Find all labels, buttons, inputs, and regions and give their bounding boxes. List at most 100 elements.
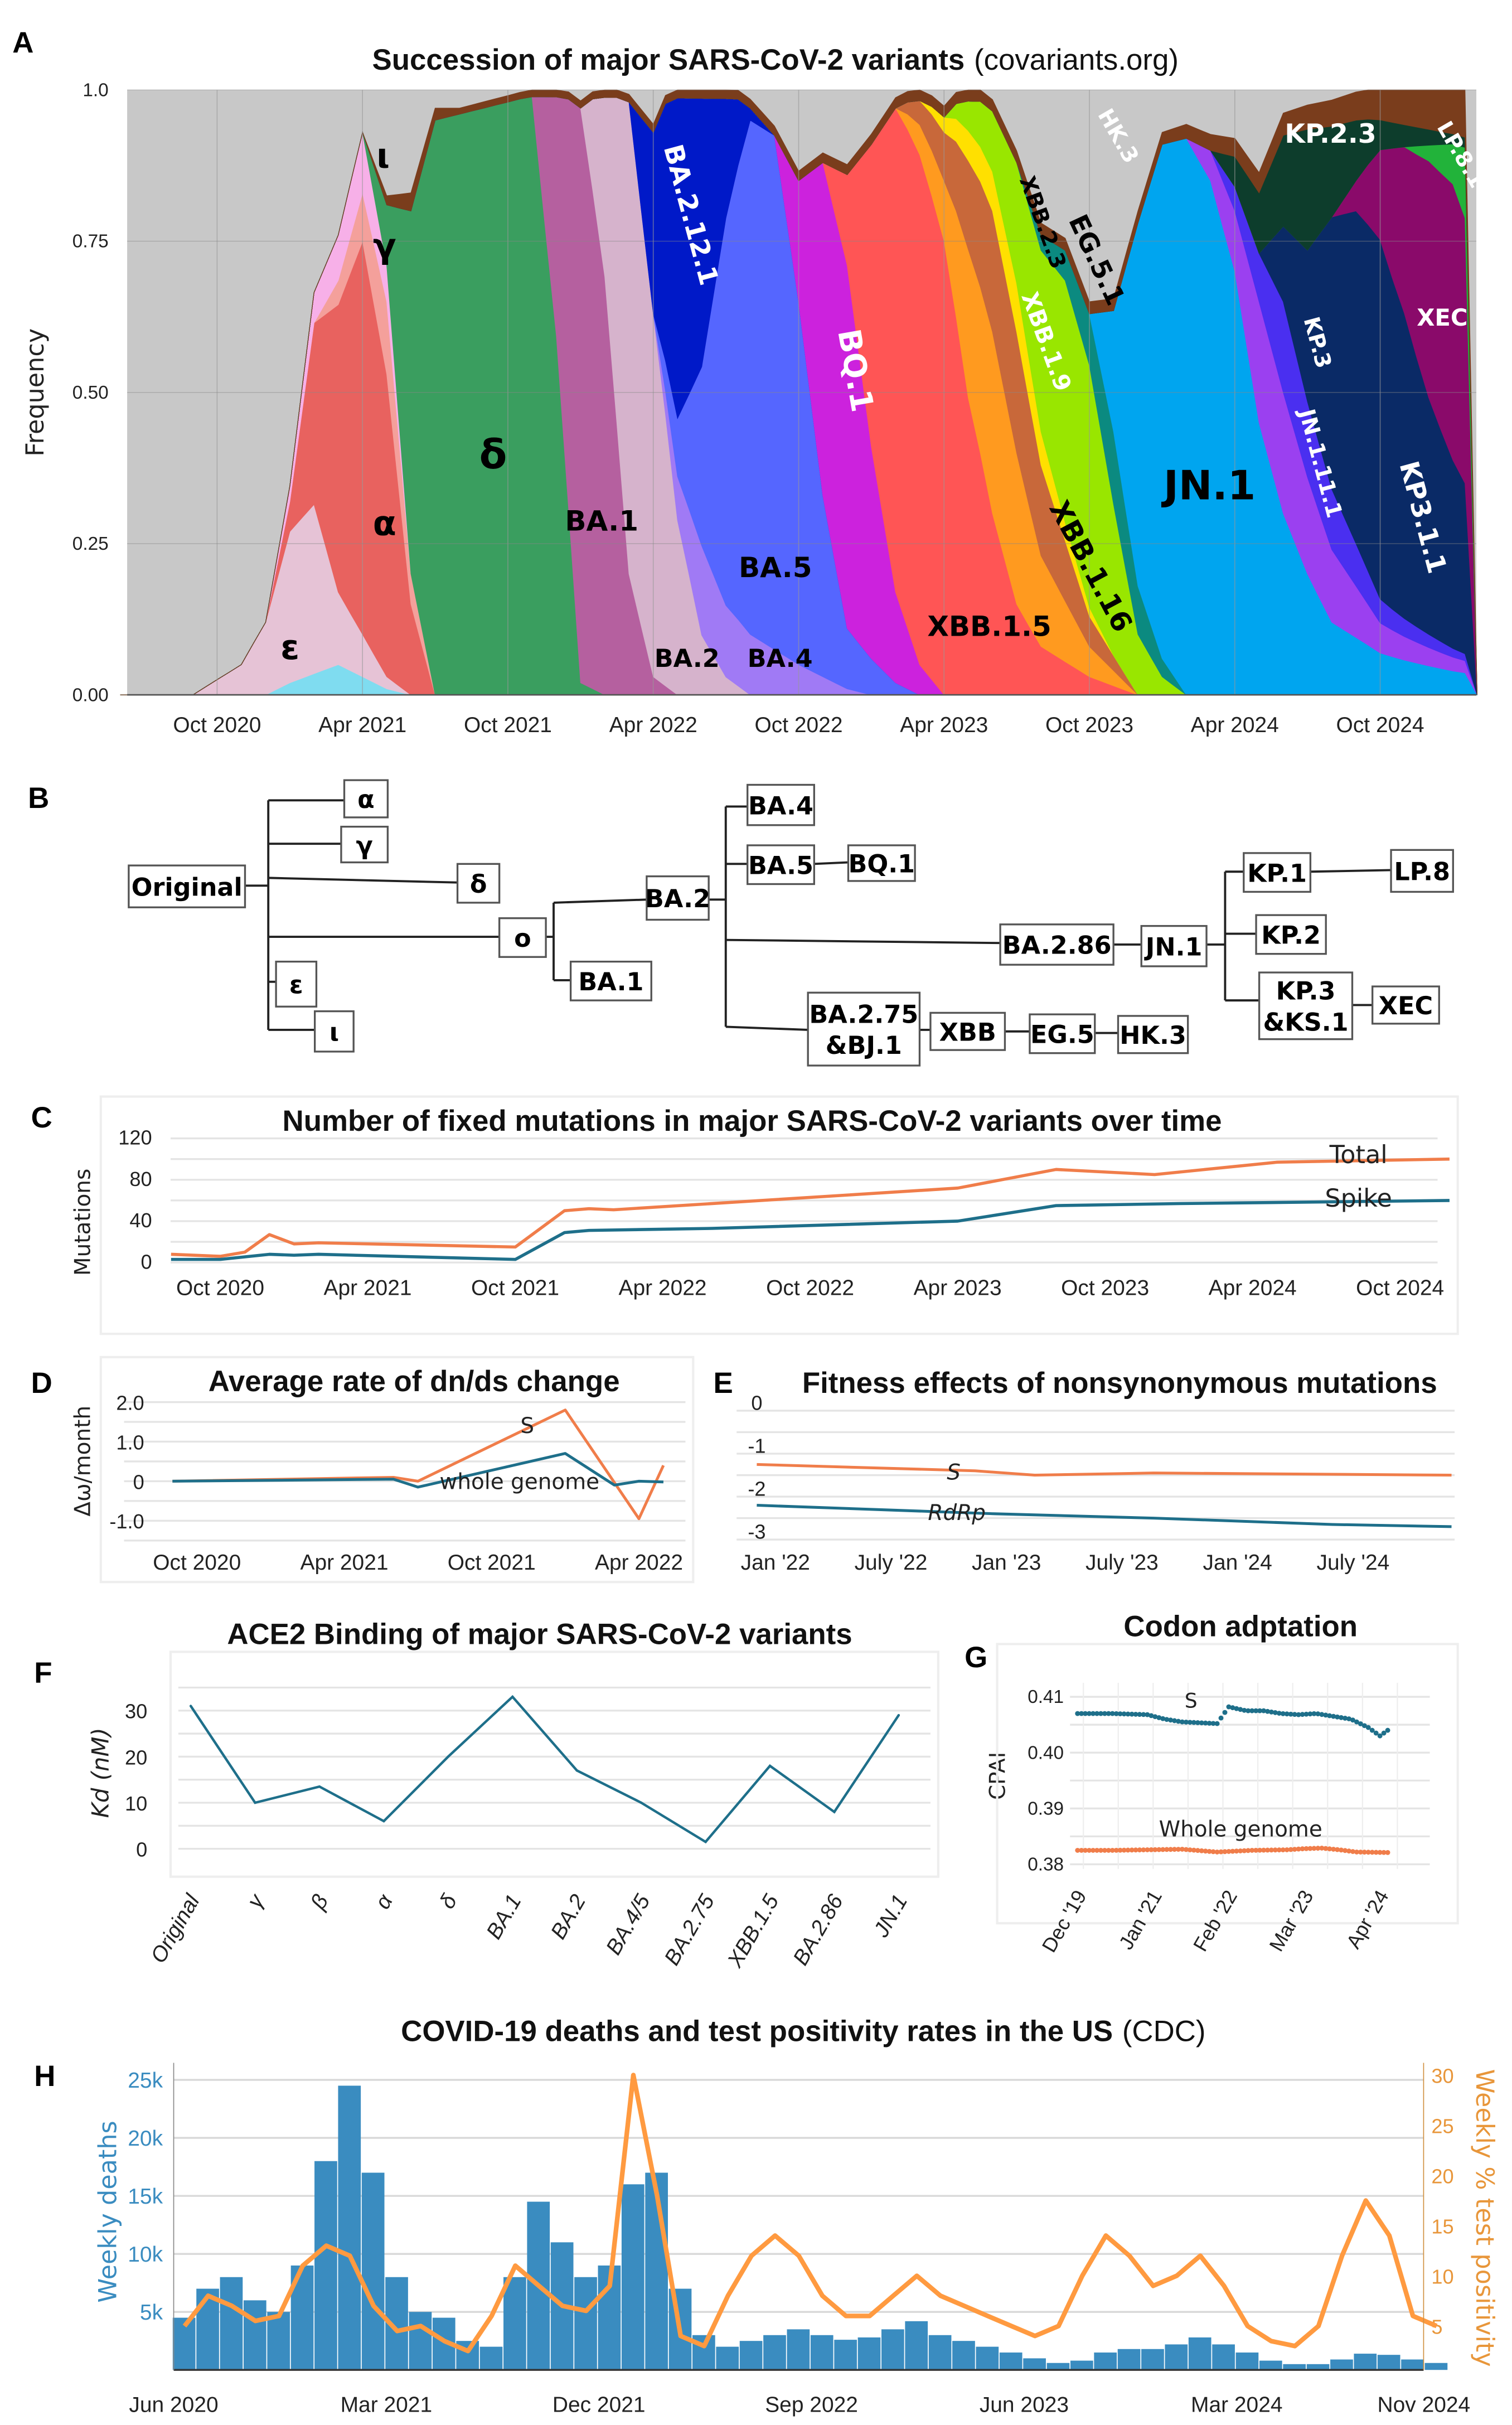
death-bar [361, 2172, 385, 2370]
x-tick-label: Apr 2023 [914, 1276, 1002, 1300]
data-point [1272, 1710, 1278, 1715]
chart-e-title: Fitness effects of nonsynonymous mutatio… [802, 1367, 1437, 1400]
chart-g-title: Codon adptation [1123, 1610, 1358, 1643]
data-point [1369, 1850, 1375, 1855]
variant-label: ε [280, 628, 299, 667]
data-point [1238, 1707, 1243, 1712]
data-point [1284, 1711, 1290, 1717]
data-point [1079, 1847, 1084, 1853]
node-iota-box [313, 1010, 355, 1053]
data-point [1206, 1720, 1212, 1726]
y-tick-label: 0.41 [1028, 1687, 1064, 1707]
x-tick-label: July '24 [1316, 1551, 1389, 1575]
data-point [1145, 1712, 1150, 1717]
death-bar [338, 2085, 361, 2370]
node-omicron-box [498, 917, 547, 958]
data-point [1331, 1846, 1336, 1852]
data-point [1268, 1709, 1274, 1715]
data-point [1091, 1711, 1096, 1716]
data-point [1343, 1848, 1348, 1853]
death-bar [621, 2184, 644, 2370]
data-point [1249, 1708, 1255, 1714]
death-bar [1212, 2344, 1235, 2370]
data-point [1210, 1849, 1216, 1855]
data-point [1385, 1850, 1390, 1855]
y-tick-left: 10k [128, 2243, 163, 2267]
x-tick-label: July '22 [855, 1551, 928, 1575]
chart-h-title: COVID-19 deaths and test positivity rate… [401, 2015, 1205, 2048]
branch-line [553, 898, 647, 904]
title-source: (CDC) [1122, 2015, 1206, 2048]
node-ba2-box [646, 875, 710, 921]
data-point [1098, 1711, 1103, 1716]
chart-c-ylabel: Mutations [70, 1169, 95, 1276]
y-tick-label: -1.0 [109, 1510, 144, 1533]
death-bar [503, 2277, 526, 2370]
node-hk3-box [1117, 1015, 1189, 1054]
data-point [1141, 1712, 1146, 1717]
chart-f-ylabel: Kd (nM) [87, 1727, 114, 1818]
data-point [1176, 1847, 1181, 1852]
data-point [1164, 1717, 1170, 1722]
data-point [254, 1801, 256, 1804]
data-point [1230, 1848, 1235, 1854]
death-bar [1070, 2360, 1093, 2370]
chart-a-ylabel: Frequency [21, 328, 50, 457]
branch-line [725, 1025, 808, 1031]
node-ba2-label: BA.2 [645, 885, 710, 913]
x-tick-label: Mar 2021 [341, 2393, 432, 2417]
data-point [1087, 1711, 1092, 1716]
positivity-line [182, 2073, 1438, 2354]
chart-h-ylabel-right: Weekly % test positivity [1470, 2069, 1499, 2367]
data-point [1234, 1848, 1239, 1854]
x-tick-label: Oct 2024 [1356, 1276, 1444, 1300]
series-label-total: Total [1329, 1141, 1388, 1169]
x-tick-label: Apr 2022 [595, 1551, 683, 1575]
y-tick-right: 15 [1431, 2215, 1453, 2238]
data-point [1226, 1704, 1232, 1710]
x-tick-label: Apr 2021 [323, 1276, 411, 1300]
y-tick-label: -1 [748, 1434, 765, 1457]
x-tick-label: Sep 2022 [765, 2393, 858, 2417]
y-tick-left: 20k [128, 2127, 163, 2151]
node-ba1-box [569, 960, 652, 1001]
variant-label: KP.2.3 [1285, 119, 1376, 149]
data-point [1075, 1711, 1080, 1716]
data-point [1261, 1708, 1266, 1714]
data-point [318, 1785, 321, 1788]
data-point [1300, 1846, 1305, 1852]
data-point [1187, 1847, 1193, 1852]
y-tick-label: 0 [133, 1470, 144, 1493]
data-point [1276, 1711, 1282, 1716]
x-tick-label: Jan '24 [1203, 1551, 1272, 1575]
title-text: Succession of major SARS-CoV-2 variants [372, 43, 965, 76]
data-point [1184, 1847, 1189, 1852]
variant-label: ι [376, 136, 390, 176]
x-tick-label: Oct 2022 [754, 713, 842, 737]
chart-e-line-RdRp [757, 1504, 1452, 1528]
node-ba275-label: BA.2.75 [809, 1000, 918, 1029]
node-eg5-label: EG.5 [1030, 1021, 1094, 1049]
data-point [1187, 1720, 1193, 1725]
node-kp2-box [1255, 914, 1327, 955]
x-tick-label: Oct 2024 [1336, 713, 1424, 737]
variant-label: BA.2 [655, 645, 720, 673]
series-label-s: S [520, 1414, 534, 1439]
series-label-s: S [947, 1460, 961, 1485]
node-ba286-label: BA.2.86 [1002, 932, 1112, 960]
x-tick-label: Oct 2020 [153, 1551, 241, 1575]
data-point [1098, 1847, 1103, 1853]
death-bar [952, 2341, 975, 2370]
data-point [1315, 1711, 1321, 1717]
data-point [1160, 1716, 1166, 1721]
chart-f-title: ACE2 Binding of major SARS-CoV-2 variant… [227, 1618, 852, 1650]
series-label-s: S [1185, 1689, 1198, 1713]
data-point [1253, 1847, 1259, 1853]
data-point [1106, 1847, 1111, 1853]
data-point [1257, 1847, 1263, 1853]
data-point [1361, 1850, 1367, 1855]
data-point [1230, 1705, 1235, 1711]
data-point [1226, 1848, 1232, 1854]
y-tick-label: 0 [751, 1391, 762, 1414]
chart-a-title: Succession of major SARS-CoV-2 variants (… [372, 43, 1179, 76]
